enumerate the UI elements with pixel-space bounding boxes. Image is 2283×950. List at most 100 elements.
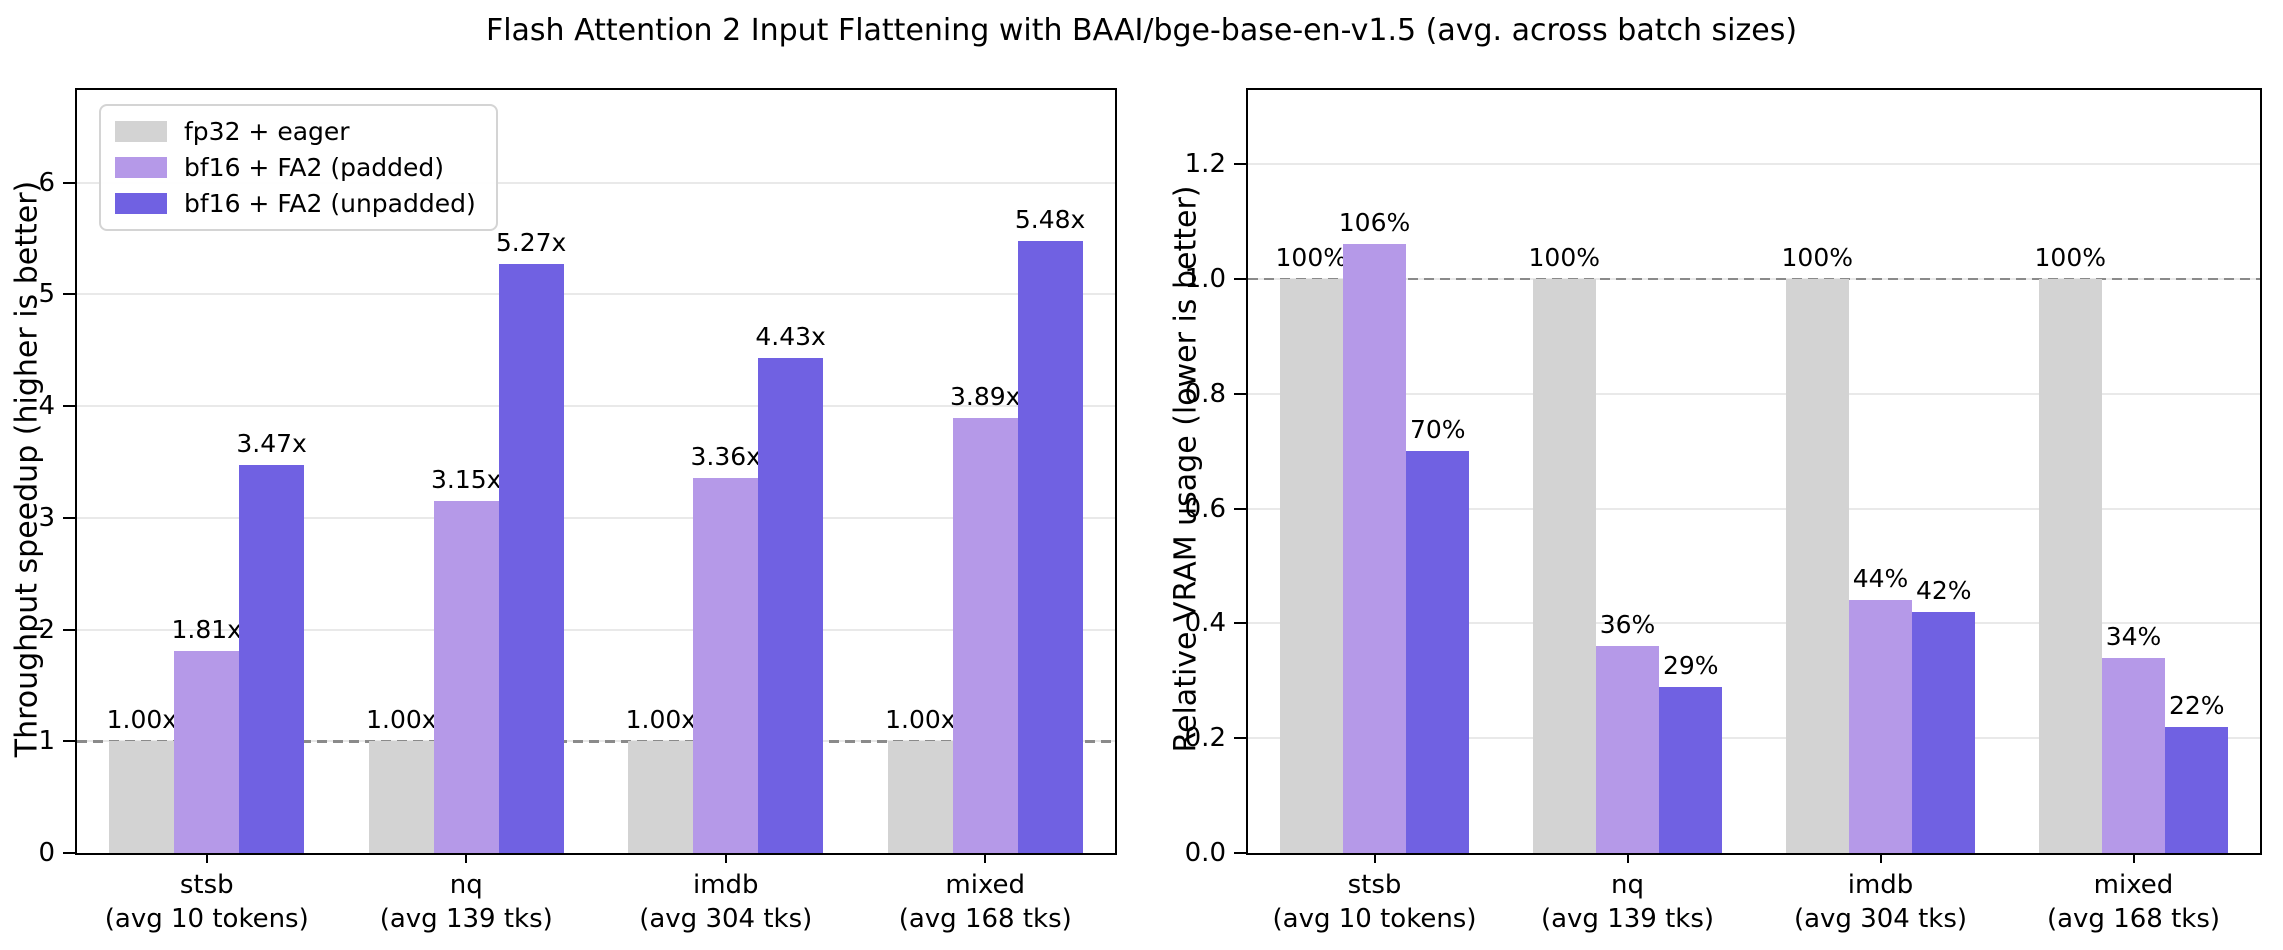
- y-tick-label: 4: [38, 391, 55, 422]
- bar-nq-bf16-fa2-unpadded: [498, 264, 564, 853]
- figure-title: Flash Attention 2 Input Flattening with …: [485, 13, 1798, 48]
- bar-value-label: 22%: [2168, 690, 2225, 720]
- y-tick-mark: [63, 293, 75, 296]
- x-tick-label-stsb: stsb (avg 10 tokens): [105, 868, 309, 936]
- x-tick-label-line2: (avg 10 tokens): [104, 904, 309, 934]
- legend-swatch-bf16-fa2-unpadded: [115, 193, 167, 214]
- bar-value-label: 1.00x: [366, 705, 437, 735]
- bar-value-label: 100%: [2034, 242, 2106, 272]
- legend-swatch-bf16-fa2-padded: [115, 157, 167, 178]
- y-tick-label: 1: [38, 726, 55, 757]
- x-tick-mark: [465, 853, 468, 863]
- x-tick-label-line1: imdb: [692, 870, 759, 900]
- y-tick-mark: [1234, 163, 1246, 166]
- legend-item-bf16-fa2-padded: bf16 + FA2 (padded): [115, 153, 476, 182]
- x-tick-mark: [1626, 853, 1629, 863]
- x-tick-label-line2: (avg 304 tks): [1793, 904, 1968, 934]
- x-tick-label-nq: nq (avg 139 tks): [1541, 868, 1714, 936]
- y-tick-mark: [1234, 277, 1246, 280]
- y-tick-label: 3: [38, 502, 55, 533]
- x-tick-label-line2: (avg 139 tks): [379, 904, 553, 934]
- legend-swatch-fp32-eager: [115, 121, 167, 142]
- bar-stsb-bf16-fa2-padded: [174, 650, 240, 853]
- x-tick-label-imdb: imdb (avg 304 tks): [639, 868, 812, 936]
- bar-value-label: 3.47x: [236, 429, 307, 459]
- bar-stsb-fp32-eager: [1279, 278, 1343, 853]
- x-tick-label-mixed: mixed (avg 168 tks): [2047, 868, 2220, 936]
- bar-nq-fp32-eager: [368, 741, 434, 853]
- x-tick-label-stsb: stsb (avg 10 tokens): [1273, 868, 1477, 936]
- bar-value-label: 42%: [1915, 575, 1972, 605]
- bar-nq-fp32-eager: [1532, 278, 1596, 853]
- y-tick-mark: [1234, 737, 1246, 740]
- bar-value-label: 44%: [1852, 564, 1909, 594]
- bar-nq-bf16-fa2-padded: [433, 501, 499, 853]
- x-tick-label-imdb: imdb (avg 304 tks): [1794, 868, 1967, 936]
- bar-mixed-bf16-fa2-unpadded: [2165, 726, 2229, 853]
- bar-imdb-bf16-fa2-unpadded: [758, 358, 824, 853]
- bar-value-label: 4.43x: [755, 322, 826, 352]
- bar-mixed-fp32-eager: [2038, 278, 2102, 853]
- y-tick-mark: [1234, 622, 1246, 625]
- bar-stsb-bf16-fa2-unpadded: [1406, 451, 1470, 853]
- y-tick-mark: [63, 852, 75, 854]
- relative-vram-usage-chart: 0.0 0.2 0.4 0.6 0.8 1.0 1.2 stsb (avg 10 tokens)…: [1185, 88, 2262, 934]
- x-tick-mark: [984, 853, 987, 863]
- bar-value-label: 5.27x: [495, 228, 567, 258]
- bar-imdb-fp32-eager: [1785, 278, 1849, 853]
- bar-value-label: 29%: [1662, 650, 1719, 680]
- bar-stsb-bf16-fa2-unpadded: [239, 465, 305, 853]
- y-tick-mark: [63, 181, 75, 184]
- gridline: [1248, 163, 2260, 166]
- bar-value-label: 100%: [1528, 242, 1600, 272]
- x-tick-label-line1: nq: [1611, 870, 1644, 900]
- bar-stsb-bf16-fa2-padded: [1342, 244, 1407, 853]
- legend-item-bf16-fa2-unpadded: bf16 + FA2 (unpadded): [115, 189, 476, 218]
- bar-value-label: 1.00x: [625, 705, 697, 735]
- y-tick-mark: [63, 740, 75, 743]
- x-tick-label-line2: (avg 168 tks): [2046, 904, 2221, 934]
- baseline-dashed-line: [1248, 277, 2260, 281]
- bar-value-label: 100%: [1275, 242, 1347, 272]
- x-tick-mark: [205, 853, 208, 863]
- y-tick-mark: [63, 516, 75, 519]
- y-tick-label: 1.0: [1184, 263, 1226, 294]
- y-tick-mark: [1234, 392, 1246, 395]
- x-tick-label-line1: stsb: [1347, 870, 1402, 900]
- bar-stsb-fp32-eager: [109, 741, 175, 853]
- y-tick-label: 0.6: [1184, 493, 1226, 524]
- bar-value-label: 70%: [1409, 415, 1466, 445]
- gridline: [1248, 737, 2260, 740]
- y-tick-label: 6: [38, 167, 55, 198]
- throughput-speedup-chart: 0 1 2 3 4 5 6 stsb (avg 10 tokens) 1.00x 1.81x 3.47…: [38, 88, 1117, 934]
- legend-label: fp32 + eager: [184, 117, 350, 146]
- y-tick-mark: [1234, 852, 1246, 854]
- gridline: [1248, 622, 2260, 625]
- bar-value-label: 3.15x: [431, 465, 502, 495]
- x-tick-label-line2: (avg 304 tks): [639, 904, 813, 934]
- y-tick-mark: [63, 405, 75, 408]
- gridline: [77, 181, 1115, 184]
- y-tick-label: 2: [38, 614, 55, 645]
- bar-nq-bf16-fa2-padded: [1595, 646, 1660, 853]
- bar-nq-bf16-fa2-unpadded: [1659, 686, 1723, 853]
- bar-value-label: 34%: [2105, 621, 2162, 651]
- bar-value-label: 1.00x: [885, 705, 956, 735]
- bar-mixed-bf16-fa2-padded: [2101, 657, 2166, 853]
- x-tick-label-line2: (avg 10 tokens): [1272, 904, 1477, 934]
- y-tick-label: 0: [38, 838, 55, 868]
- bar-imdb-bf16-fa2-padded: [1848, 600, 1913, 853]
- gridline: [77, 628, 1115, 631]
- bar-value-label: 5.48x: [1014, 204, 1086, 234]
- bar-value-label: 106%: [1338, 208, 1411, 238]
- x-tick-label-line1: stsb: [179, 870, 234, 900]
- y-tick-label: 1.2: [1184, 149, 1226, 180]
- bar-value-label: 1.00x: [106, 705, 178, 735]
- y-tick-mark: [63, 628, 75, 631]
- y-tick-label: 0.8: [1184, 378, 1226, 409]
- legend-label: bf16 + FA2 (unpadded): [184, 189, 476, 218]
- x-tick-label-line1: imdb: [1847, 870, 1914, 900]
- x-tick-label-line1: mixed: [2093, 870, 2174, 900]
- gridline: [77, 516, 1115, 519]
